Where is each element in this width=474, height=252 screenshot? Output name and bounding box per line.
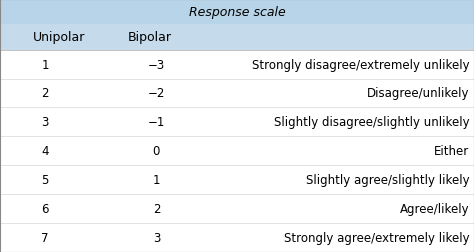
Text: 3: 3 — [41, 116, 49, 129]
Bar — [0, 25, 474, 50]
Text: 5: 5 — [41, 174, 49, 186]
Bar — [0, 223, 474, 252]
Text: 7: 7 — [41, 231, 49, 244]
Bar — [0, 166, 474, 194]
Bar — [0, 0, 474, 25]
Text: Bipolar: Bipolar — [128, 31, 172, 44]
Bar — [0, 79, 474, 108]
Bar — [0, 194, 474, 223]
Text: 6: 6 — [41, 202, 49, 215]
Text: 2: 2 — [41, 87, 49, 100]
Bar — [0, 137, 474, 166]
Text: −1: −1 — [148, 116, 165, 129]
Text: 4: 4 — [41, 145, 49, 158]
Text: 3: 3 — [153, 231, 160, 244]
Text: Unipolar: Unipolar — [33, 31, 85, 44]
Text: 0: 0 — [153, 145, 160, 158]
Text: Agree/likely: Agree/likely — [400, 202, 469, 215]
Text: 1: 1 — [41, 58, 49, 71]
Bar — [0, 108, 474, 137]
Bar — [0, 50, 474, 79]
Text: 2: 2 — [153, 202, 160, 215]
Text: −3: −3 — [148, 58, 165, 71]
Text: Response scale: Response scale — [189, 6, 285, 19]
Text: Strongly agree/extremely likely: Strongly agree/extremely likely — [283, 231, 469, 244]
Text: Slightly agree/slightly likely: Slightly agree/slightly likely — [306, 174, 469, 186]
Text: −2: −2 — [148, 87, 165, 100]
Text: Disagree/unlikely: Disagree/unlikely — [367, 87, 469, 100]
Text: Slightly disagree/slightly unlikely: Slightly disagree/slightly unlikely — [273, 116, 469, 129]
Text: Strongly disagree/extremely unlikely: Strongly disagree/extremely unlikely — [252, 58, 469, 71]
Text: Either: Either — [434, 145, 469, 158]
Text: 1: 1 — [153, 174, 160, 186]
